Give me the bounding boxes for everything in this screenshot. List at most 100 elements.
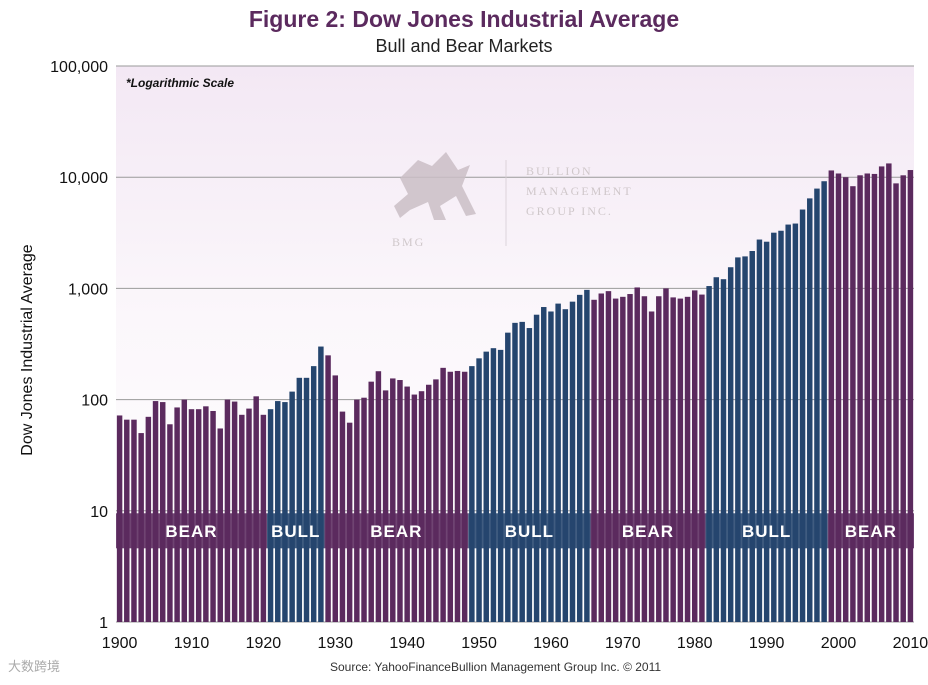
x-tick-label: 1910 (174, 635, 210, 652)
bar-1929 (325, 355, 331, 622)
x-tick-label: 2010 (893, 635, 928, 652)
log-scale-note: *Logarithmic Scale (126, 76, 234, 90)
y-tick-label: 100,000 (50, 59, 108, 76)
bar-1992 (778, 230, 784, 622)
bar-1947 (454, 370, 461, 622)
bar-1963 (569, 301, 576, 622)
x-tick-label: 1930 (317, 635, 353, 652)
phase-band-bull (705, 513, 828, 549)
bar-1975 (656, 296, 662, 622)
bar-1990 (763, 241, 770, 622)
bar-1984 (720, 279, 727, 622)
x-tick-label: 1970 (605, 635, 641, 652)
bar-1922 (275, 401, 281, 622)
bar-1937 (382, 390, 389, 622)
logo-line3: GROUP INC. (526, 204, 613, 218)
bar-1919 (253, 396, 259, 622)
bar-1966 (591, 299, 597, 622)
bar-2007 (886, 163, 892, 622)
y-tick-labels: 1 10 100 1,000 10,000 100,000 (50, 59, 108, 632)
bar-1987 (742, 256, 748, 622)
bar-1981 (699, 294, 705, 622)
bar-1938 (390, 378, 396, 622)
bar-1995 (799, 209, 806, 622)
bar-1940 (404, 386, 410, 622)
griffin-logo-icon (394, 152, 476, 220)
y-tick-label: 1 (99, 615, 108, 632)
bar-1999 (828, 170, 835, 623)
y-tick-label: 10,000 (59, 170, 108, 187)
bar-1961 (555, 303, 561, 622)
bar-1993 (785, 224, 791, 622)
chart-title: Figure 2: Dow Jones Industrial Average (248, 6, 680, 32)
chart-subtitle: Bull and Bear Markets (375, 36, 553, 56)
bar-2003 (857, 175, 863, 622)
bar-1996 (807, 198, 813, 622)
phase-bands: BEAR BULL BEAR BULL BEAR BULL BEAR (116, 513, 914, 549)
phase-band-bull (468, 513, 591, 549)
bar-2002 (850, 186, 856, 622)
bar-1968 (605, 291, 612, 622)
phase-band-bear (324, 513, 469, 549)
bar-1982 (706, 286, 712, 622)
bar-1939 (397, 380, 403, 622)
bar-1989 (756, 239, 763, 622)
x-tick-label: 1940 (389, 635, 425, 652)
bar-1943 (425, 384, 432, 622)
bar-1949 (469, 366, 475, 622)
bar-1967 (598, 293, 605, 622)
x-tick-label: 1960 (533, 635, 569, 652)
bar-1991 (771, 232, 777, 623)
bar-1928 (318, 346, 324, 622)
y-axis-label: Dow Jones Industrial Average (19, 244, 36, 455)
bar-1977 (670, 297, 676, 622)
bar-1988 (749, 250, 755, 623)
watermark: 大数跨境 (8, 659, 61, 674)
bar-1916 (231, 401, 238, 622)
bar-1958 (533, 314, 540, 622)
bar-1923 (282, 402, 288, 622)
phase-band-bear (116, 513, 267, 549)
phase-band-label: BEAR (845, 522, 897, 541)
bar-2010 (907, 170, 914, 622)
bar-1998 (821, 181, 827, 622)
bar-1970 (620, 296, 626, 622)
x-tick-label: 2000 (821, 635, 857, 652)
bar-2001 (842, 177, 849, 622)
y-tick-label: 1,000 (68, 281, 108, 298)
bar-1909 (181, 399, 188, 622)
bar-1965 (584, 289, 590, 622)
bar-1979 (684, 296, 691, 622)
logo-initials: BMG (392, 235, 425, 249)
bar-2000 (835, 173, 842, 622)
bar-1969 (612, 298, 619, 622)
bar-1945 (440, 367, 446, 622)
bar-1906 (159, 402, 166, 622)
y-tick-label: 10 (90, 504, 108, 521)
bar-1942 (418, 391, 425, 622)
bar-1936 (375, 371, 382, 622)
bar-2009 (900, 175, 906, 622)
bar-1954 (505, 332, 511, 622)
bar-1915 (224, 399, 231, 622)
phase-band-label: BEAR (622, 522, 674, 541)
phase-band-label: BEAR (370, 522, 422, 541)
bar-1978 (677, 298, 684, 622)
bar-1925 (296, 377, 303, 622)
bar-1976 (663, 288, 669, 622)
x-tick-label: 1950 (461, 635, 497, 652)
x-tick-label: 1980 (677, 635, 713, 652)
bar-1962 (562, 309, 569, 622)
x-tick-label: 1990 (749, 635, 785, 652)
bar-1964 (576, 294, 583, 622)
bar-2008 (893, 183, 899, 622)
bar-1930 (332, 375, 339, 622)
phase-band-bull (266, 513, 325, 549)
bar-1957 (526, 328, 533, 622)
bar-1960 (548, 311, 554, 622)
bar-1944 (433, 379, 439, 622)
bar-1955 (512, 322, 518, 622)
phase-band-label: BULL (742, 522, 791, 541)
bar-1948 (461, 371, 468, 622)
